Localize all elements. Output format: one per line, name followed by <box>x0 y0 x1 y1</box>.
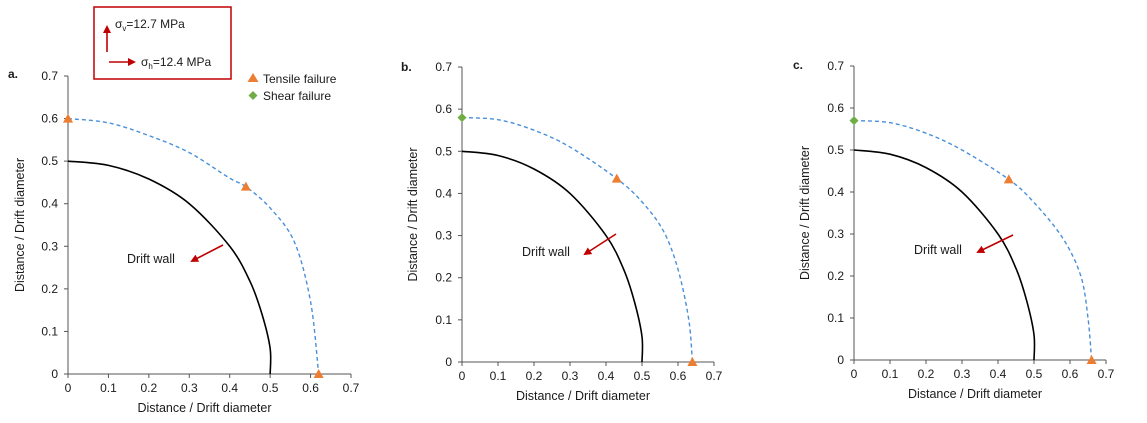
failure-zone-line <box>67 117 320 375</box>
y-tick-label: 0.7 <box>827 59 844 73</box>
y-axis-title: Distance / Drift diameter <box>13 158 27 292</box>
panel-c: 0 0.1 0.2 0.3 0.4 0.5 0.6 0.7 0 0.1 0.2 0.3 0.4 0.5 0.… <box>793 58 1115 401</box>
y-tick-label: 0.5 <box>435 144 452 158</box>
y-tick-label: 0.3 <box>827 227 844 241</box>
tensile-failure-marker <box>240 181 251 191</box>
x-tick-label: 0.5 <box>262 381 279 395</box>
x-tick-label: 0 <box>459 369 466 383</box>
y-tick-label: 0.2 <box>41 282 58 296</box>
y-axis-title: Distance / Drift diameter <box>406 147 420 281</box>
x-tick-label: 0.1 <box>490 369 507 383</box>
x-tick-label: 0.2 <box>918 367 935 381</box>
y-tick-label: 0.1 <box>41 324 58 338</box>
x-tick-label: 0.5 <box>1026 367 1043 381</box>
y-tick-label: 0.4 <box>41 197 58 211</box>
shear-failure-marker <box>457 113 467 123</box>
x-tick-label: 0.1 <box>100 381 117 395</box>
drift-wall-line <box>853 149 1036 361</box>
y-tick-label: 0.3 <box>435 229 452 243</box>
x-tick-label: 0.6 <box>670 369 687 383</box>
legend-tensile-label: Tensile failure <box>263 72 337 86</box>
drift-wall-annotation: Drift wall <box>522 245 570 259</box>
y-tick-label: 0.2 <box>435 271 452 285</box>
drift-wall-arrow <box>190 244 224 262</box>
y-tick-label: 0.5 <box>827 143 844 157</box>
drift-wall-annotation: Drift wall <box>127 252 175 266</box>
panel-label: a. <box>8 67 18 81</box>
x-tick-label: 0.7 <box>1098 367 1115 381</box>
y-tick-label: 0.4 <box>435 186 452 200</box>
x-axis-title: Distance / Drift diameter <box>137 401 271 415</box>
stress-box-frame <box>93 6 232 80</box>
y-tick-label: 0.2 <box>827 269 844 283</box>
x-tick-label: 0.3 <box>954 367 971 381</box>
x-tick-label: 0.2 <box>141 381 158 395</box>
x-tick-label: 0 <box>65 381 72 395</box>
y-tick-label: 0.7 <box>41 69 58 83</box>
x-tick-label: 0 <box>851 367 858 381</box>
legend-shear-label: Shear failure <box>263 89 331 103</box>
drift-wall-annotation: Drift wall <box>914 243 962 257</box>
y-tick-label: 0.3 <box>41 239 58 253</box>
x-tick-label: 0.5 <box>634 369 651 383</box>
sigma-v-label: σv=12.7 MPa <box>115 17 185 33</box>
y-tick-label: 0.1 <box>827 311 844 325</box>
legend: Tensile failure Shear failure <box>247 72 337 103</box>
y-tick-label: 0 <box>51 367 58 381</box>
x-tick-label: 0.7 <box>343 381 360 395</box>
x-tick-label: 0.4 <box>598 369 615 383</box>
tensile-failure-marker <box>313 369 324 378</box>
legend-shear-marker <box>248 91 258 100</box>
x-tick-label: 0.6 <box>302 381 319 395</box>
tensile-failure-marker <box>1086 355 1097 364</box>
drift-wall-line <box>67 160 272 375</box>
x-tick-label: 0.2 <box>526 369 543 383</box>
y-axis-title: Distance / Drift diameter <box>798 146 812 280</box>
x-tick-label: 0.3 <box>562 369 579 383</box>
drift-wall-arrow <box>583 233 617 256</box>
panel-a: 0 0.1 0.2 0.3 0.4 0.5 0.6 0.7 0 0.1 0.2 0.3 0.4 0.5 0.… <box>8 67 360 415</box>
x-tick-label: 0.4 <box>221 381 238 395</box>
drift-wall-arrow <box>976 234 1014 253</box>
x-tick-label: 0.3 <box>181 381 198 395</box>
tensile-failure-marker <box>611 173 622 183</box>
x-axis-title: Distance / Drift diameter <box>516 389 650 403</box>
tensile-failure-marker <box>63 113 73 123</box>
y-tick-label: 0.4 <box>827 185 844 199</box>
x-axis-title: Distance / Drift diameter <box>908 387 1042 401</box>
x-tick-label: 0.7 <box>706 369 723 383</box>
sigma-h-label: σh=12.4 MPa <box>141 55 212 71</box>
x-tick-label: 0.4 <box>990 367 1007 381</box>
panel-b: 0 0.1 0.2 0.3 0.4 0.5 0.6 0.7 0 0.1 0.2 0.3 0.4 0.5 0.… <box>401 60 723 403</box>
drift-wall-line <box>461 150 644 363</box>
tensile-failure-marker <box>1003 174 1014 184</box>
panel-label: c. <box>793 58 803 72</box>
shear-failure-marker <box>849 116 859 126</box>
failure-zone-line <box>853 119 1093 361</box>
legend-tensile-marker <box>247 73 259 82</box>
y-tick-label: 0 <box>445 355 452 369</box>
y-tick-label: 0.5 <box>41 154 58 168</box>
y-tick-label: 0 <box>837 353 844 367</box>
x-tick-label: 0.6 <box>1062 367 1079 381</box>
y-tick-label: 0.7 <box>435 60 452 74</box>
y-tick-label: 0.6 <box>827 101 844 115</box>
stress-box: σv=12.7 MPa σh=12.4 MPa <box>93 6 232 80</box>
tensile-failure-marker <box>687 357 698 366</box>
x-tick-label: 0.1 <box>882 367 899 381</box>
y-tick-label: 0.6 <box>41 112 58 126</box>
panel-label: b. <box>401 60 412 74</box>
y-tick-label: 0.6 <box>435 102 452 116</box>
y-tick-label: 0.1 <box>435 313 452 327</box>
failure-zone-line <box>461 116 694 363</box>
